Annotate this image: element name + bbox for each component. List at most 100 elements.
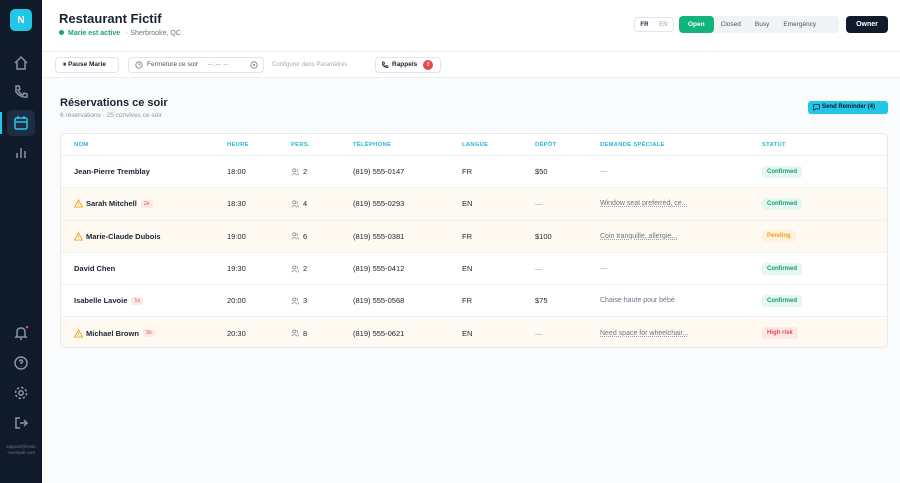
closing-time-input[interactable]: --:-- -- [208,61,229,68]
status-cell: Confirmed [762,188,802,219]
phone-cell: (819) 555-0412 [353,264,405,274]
message-icon [813,104,820,111]
toolbar: ⏸ Pause Marie Fermeture ce soir --:-- --… [42,52,900,78]
sidebar: N support@resto-exemple.com [0,0,42,483]
phone-cell: (819) 555-0147 [353,167,405,177]
column-header[interactable]: DEMANDE SPÉCIALE [600,141,665,148]
status-badge: Confirmed [762,262,802,275]
status-cell: Confirmed [762,156,802,187]
nav-help[interactable] [13,355,29,371]
column-header[interactable]: HEURE [227,141,249,148]
restaurant-title: Restaurant Fictif [59,11,162,26]
column-header[interactable]: NOM [74,141,89,148]
time-cell: 20:30 [227,328,246,338]
phone-cell: (819) 555-0568 [353,296,405,306]
status-badge: Confirmed [762,294,802,307]
column-header[interactable]: STATUT [762,141,786,148]
nav-home[interactable] [13,55,29,71]
guests-cell: 3 [291,285,307,316]
people-icon [291,329,299,337]
request-cell: Need space for wheelchair... [600,318,689,348]
guest-name: Marie-Claude Dubois [86,231,161,241]
nav-notifications[interactable] [13,325,29,341]
request-cell: Coin tranquille, allergie... [600,221,677,252]
table-row[interactable]: Marie-Claude Dubois 19:00 6 (819) 555-0381 F… [61,220,887,253]
column-header[interactable]: LANGUE [462,141,489,148]
nav-stats[interactable] [13,145,29,161]
status-badge: Confirmed [762,197,802,210]
deposit-cell: — [535,264,543,274]
guests-cell: 8 [291,318,307,348]
time-cell: 20:00 [227,296,246,306]
warning-icon [74,328,83,338]
guest-name: David Chen [74,264,116,274]
status-cell: High risk [762,318,798,348]
time-cell: 19:30 [227,264,246,274]
request-cell: Chaise haute pour bébé [600,285,675,316]
reminders-label: Rappels [392,61,418,68]
language-cell: FR [462,231,472,241]
request-cell: — [600,156,607,187]
table-row[interactable]: Isabelle Lavoie 1x 20:00 3 (819) 555-0568 FR $… [61,285,887,318]
people-icon [291,200,299,208]
guests-count: 6 [303,231,308,241]
name-cell: Isabelle Lavoie 1x [74,285,144,316]
guests-count: 2 [303,167,308,177]
visit-badge: 1x [131,296,144,305]
language-cell: FR [462,296,472,306]
table-row[interactable]: Jean-Pierre Tremblay 18:00 2 (819) 555-0147… [61,156,887,189]
request-cell: — [600,253,607,284]
phone-cell: (819) 555-0621 [353,328,405,338]
phone-cell: (819) 555-0381 [353,231,405,241]
guests-cell: 4 [291,188,307,219]
name-cell: Sarah Mitchell 2x [74,188,153,219]
mode-option[interactable]: Emergency [783,21,817,28]
nav-logout[interactable] [13,415,29,431]
pause-button[interactable]: ⏸ Pause Marie [55,57,119,73]
visit-badge: 3x [142,329,155,338]
guests-cell: 2 [291,253,307,284]
closing-field: Fermeture ce soir [128,57,264,73]
status-cell: Confirmed [762,285,802,316]
status-badge: High risk [762,327,798,340]
lang-option[interactable]: EN [659,21,668,28]
nav-calls[interactable] [13,84,29,100]
lang-option[interactable]: FR [640,21,649,28]
phone-cell: (819) 555-0293 [353,199,405,209]
nav-settings[interactable] [13,385,29,401]
table-header: NOM HEURE PERS. TÉLÉPHONE LANGUE DÉPÔT D… [61,134,887,156]
name-cell: Michael Brown 3x [74,318,155,348]
language-cell: EN [462,199,473,209]
column-header[interactable]: TÉLÉPHONE [353,141,392,148]
special-request[interactable]: Need space for wheelchair... [600,329,689,337]
deposit-cell: — [535,328,543,338]
warning-icon [74,231,83,241]
table-row[interactable]: Michael Brown 3x 20:30 8 (819) 555-0621 EN — Ne… [61,317,887,348]
role-button[interactable]: Owner [846,16,888,33]
settings-hint[interactable]: Configurer dans Paramètres [272,62,348,68]
nav-reservations[interactable] [13,115,29,131]
send-reminder-button[interactable]: Send Reminder (4) [808,101,888,114]
logo[interactable]: N [10,9,32,31]
visit-badge: 2x [140,199,153,208]
special-request[interactable]: Window seat preferred, ce... [600,200,688,208]
mode-option[interactable]: Open [679,16,714,33]
mode-option[interactable]: Busy [754,21,770,28]
name-cell: Marie-Claude Dubois [74,221,161,252]
table-row[interactable]: David Chen 19:30 2 (819) 555-0412 EN — — Confir… [61,253,887,286]
special-request[interactable]: Coin tranquille, allergie... [600,232,678,240]
clock-icon [135,61,143,69]
reminders-count: 3 [423,60,433,70]
language-cell: FR [462,167,472,177]
time-picker-icon[interactable] [250,61,258,69]
support-email[interactable]: support@resto-exemple.com [6,444,36,455]
column-header[interactable]: DÉPÔT [535,141,557,148]
send-reminder-label: Send Reminder (4) [822,104,876,110]
guests-count: 3 [303,296,308,306]
mode-option[interactable]: Closed [720,21,741,28]
column-header[interactable]: PERS. [291,141,310,148]
table-row[interactable]: Sarah Mitchell 2x 18:30 4 (819) 555-0293 EN — W… [61,188,887,221]
guest-name: Sarah Mitchell [86,199,137,209]
people-icon [291,168,299,176]
